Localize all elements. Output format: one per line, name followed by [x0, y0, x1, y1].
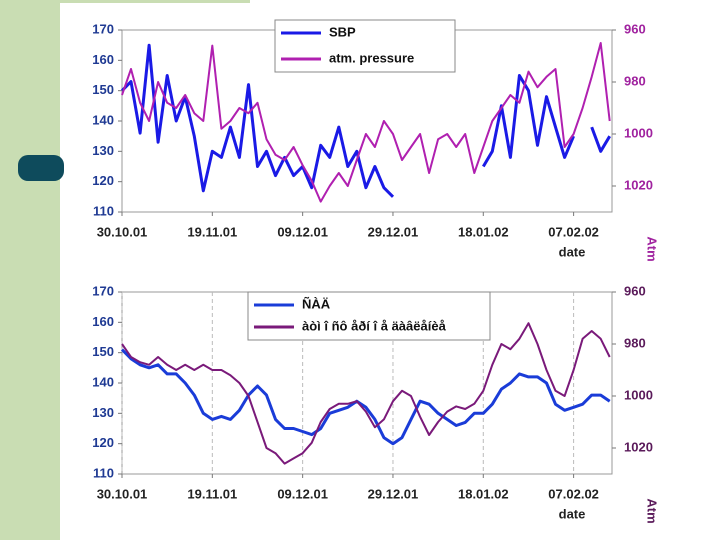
y-tick-label: 130 [92, 143, 114, 158]
legend-label: atm. pressure [329, 50, 414, 65]
x-tick-label: 30.10.01 [97, 486, 148, 501]
y2-tick-label: 1020 [624, 177, 653, 192]
x-tick-label: 29.12.01 [368, 224, 419, 239]
y2-axis-label: Atm [645, 498, 660, 523]
y-tick-label: 170 [92, 283, 114, 298]
x-tick-label: 19.11.01 [187, 224, 237, 239]
y-tick-label: 150 [92, 344, 114, 359]
top-band [60, 0, 250, 3]
y-tick-label: 120 [92, 435, 114, 450]
legend-label: SBP [329, 24, 356, 39]
y-tick-label: 130 [92, 405, 114, 420]
y-tick-label: 150 [92, 82, 114, 97]
x-tick-label: 07.02.02 [548, 486, 599, 501]
y2-tick-label: 1000 [624, 125, 653, 140]
legend-label: ÑÀÄ [302, 296, 331, 311]
legend-box [247, 291, 491, 341]
y-tick-label: 110 [93, 465, 114, 480]
x-tick-label: 19.11.01 [187, 486, 237, 501]
x-tick-label: 09.12.01 [277, 224, 328, 239]
series-line [120, 348, 611, 446]
x-tick-label: 09.12.01 [277, 486, 328, 501]
side-band [0, 0, 60, 540]
y-tick-label: 110 [93, 203, 114, 218]
y2-tick-label: 960 [624, 21, 646, 36]
x-tick-label: 07.02.02 [548, 224, 599, 239]
y-tick-label: 140 [92, 374, 114, 389]
y-tick-label: 160 [92, 314, 114, 329]
series-line [121, 322, 611, 465]
legend-label: àòì î ñô åðí î å äàâëåíèå [302, 318, 447, 333]
slide-tab [18, 155, 64, 181]
y-tick-label: 120 [92, 173, 114, 188]
y2-tick-label: 1020 [624, 439, 653, 454]
y2-tick-label: 980 [624, 335, 646, 350]
y2-tick-label: 1000 [624, 387, 653, 402]
y-tick-label: 140 [92, 112, 114, 127]
series-line [121, 42, 611, 203]
series-line [120, 43, 611, 198]
y2-axis-label: Atm [645, 236, 660, 261]
x-axis-label: date [559, 244, 586, 259]
y-tick-label: 160 [92, 52, 114, 67]
x-tick-label: 30.10.01 [97, 224, 148, 239]
x-tick-label: 29.12.01 [368, 486, 419, 501]
y2-tick-label: 980 [624, 73, 646, 88]
x-tick-label: 18.01.02 [458, 224, 509, 239]
y2-tick-label: 960 [624, 283, 646, 298]
legend-box [274, 19, 456, 73]
x-axis-label: date [559, 506, 586, 521]
x-tick-label: 18.01.02 [458, 486, 509, 501]
y-tick-label: 170 [92, 21, 114, 36]
